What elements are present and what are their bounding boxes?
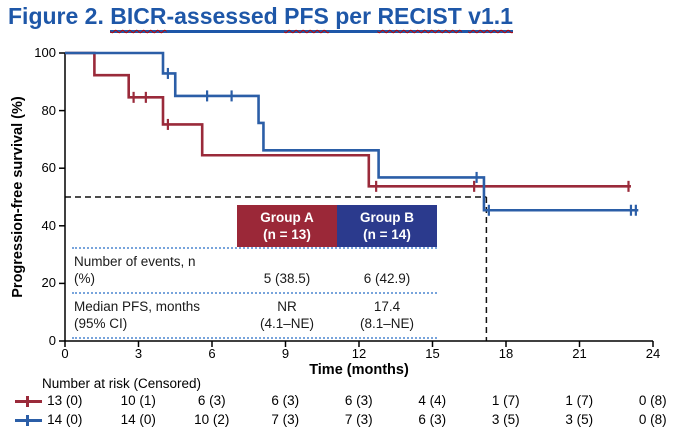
title-word-bicr: BICR bbox=[110, 3, 167, 29]
y-tick-label: 40 bbox=[41, 218, 56, 233]
risk-value: 3 (5) bbox=[565, 412, 594, 427]
y-tick-label: 20 bbox=[41, 275, 56, 290]
events-label: Number of events, n (%) bbox=[74, 254, 196, 286]
title-prefix: Figure 2. bbox=[8, 3, 111, 29]
risk-value: 7 (3) bbox=[271, 412, 300, 427]
x-tick-label: 15 bbox=[425, 346, 440, 361]
median-pfs-label: Median PFS, months (95% CI) bbox=[74, 299, 201, 331]
number-at-risk-label: Number at risk (Censored) bbox=[42, 376, 202, 391]
x-tick-label: 3 bbox=[134, 346, 143, 361]
censor-tick-icon bbox=[26, 396, 29, 407]
title-word-recist: RECIST bbox=[377, 3, 462, 29]
events-value-group-a: 5 (38.5) bbox=[263, 271, 311, 286]
risk-value: 10 (2) bbox=[194, 412, 230, 427]
risk-value: 13 (0) bbox=[47, 393, 83, 408]
x-tick-label: 9 bbox=[281, 346, 290, 361]
title-underline-group: BICR-assessed PFS per RECIST v1.1 bbox=[110, 3, 513, 33]
risk-value: 3 (5) bbox=[491, 412, 520, 427]
y-axis-label: Progression-free survival (%) bbox=[10, 96, 26, 298]
risk-value: 0 (8) bbox=[638, 412, 667, 427]
risk-value: 10 (1) bbox=[120, 393, 156, 408]
group-a-marker bbox=[15, 396, 42, 407]
inset-summary-table: Group A (n = 13) Group B (n = 14) Number… bbox=[72, 205, 437, 339]
median-pfs-value-group-a: NR (4.1–NE) bbox=[259, 299, 315, 331]
risk-value: 0 (8) bbox=[638, 393, 667, 408]
y-tick-label: 100 bbox=[34, 45, 56, 60]
group-b-header: Group B (n = 14) bbox=[337, 205, 437, 247]
risk-value: 6 (3) bbox=[344, 393, 373, 408]
risk-value: 1 (7) bbox=[565, 393, 594, 408]
table-row-events: Number of events, n (%) 5 (38.5) 6 (42.9… bbox=[72, 247, 437, 292]
km-curve-group-a bbox=[65, 51, 631, 188]
title-word-version: v1.1 bbox=[468, 3, 513, 29]
risk-row-group-a: 13 (0) 10 (1) 6 (3) 6 (3) 6 (3) 4 (4) 1 … bbox=[28, 393, 679, 408]
x-axis-label: Time (months) bbox=[309, 362, 409, 378]
x-tick-label: 0 bbox=[61, 346, 69, 361]
header-spacer bbox=[72, 205, 237, 247]
table-row-median-pfs: Median PFS, months (95% CI) NR (4.1–NE) … bbox=[72, 292, 437, 339]
title-word-per: per bbox=[328, 3, 378, 29]
risk-value: 14 (0) bbox=[47, 412, 83, 427]
risk-value: 6 (3) bbox=[418, 412, 447, 427]
censor-tick-icon bbox=[26, 415, 29, 426]
y-tick-label: 80 bbox=[41, 103, 56, 118]
group-b-marker bbox=[15, 415, 42, 426]
risk-value: 4 (4) bbox=[418, 393, 447, 408]
y-tick-label: 60 bbox=[41, 160, 56, 175]
km-curve-group-b bbox=[65, 51, 639, 212]
title-word-pfs: PFS bbox=[284, 3, 329, 29]
inset-table-header-row: Group A (n = 13) Group B (n = 14) bbox=[72, 205, 437, 247]
x-tick-label: 21 bbox=[572, 346, 587, 361]
risk-value: 6 (3) bbox=[197, 393, 226, 408]
median-pfs-value-group-b: 17.4 (8.1–NE) bbox=[359, 299, 415, 331]
risk-row-group-b: 14 (0) 14 (0) 10 (2) 7 (3) 7 (3) 6 (3) 3… bbox=[28, 412, 679, 427]
y-tick-label: 0 bbox=[48, 333, 56, 348]
x-tick-label: 18 bbox=[498, 346, 514, 361]
risk-value: 1 (7) bbox=[491, 393, 520, 408]
group-a-header: Group A (n = 13) bbox=[237, 205, 337, 247]
figure-title: Figure 2. BICR-assessed PFS per RECIST v… bbox=[8, 3, 513, 33]
x-tick-label: 12 bbox=[351, 346, 367, 361]
x-tick-label: 6 bbox=[208, 346, 216, 361]
events-value-group-b: 6 (42.9) bbox=[363, 271, 411, 286]
title-word-assessed: -assessed bbox=[166, 3, 285, 29]
risk-value: 7 (3) bbox=[344, 412, 373, 427]
risk-value: 6 (3) bbox=[271, 393, 300, 408]
risk-value: 14 (0) bbox=[120, 412, 156, 427]
x-tick-label: 24 bbox=[645, 346, 661, 361]
